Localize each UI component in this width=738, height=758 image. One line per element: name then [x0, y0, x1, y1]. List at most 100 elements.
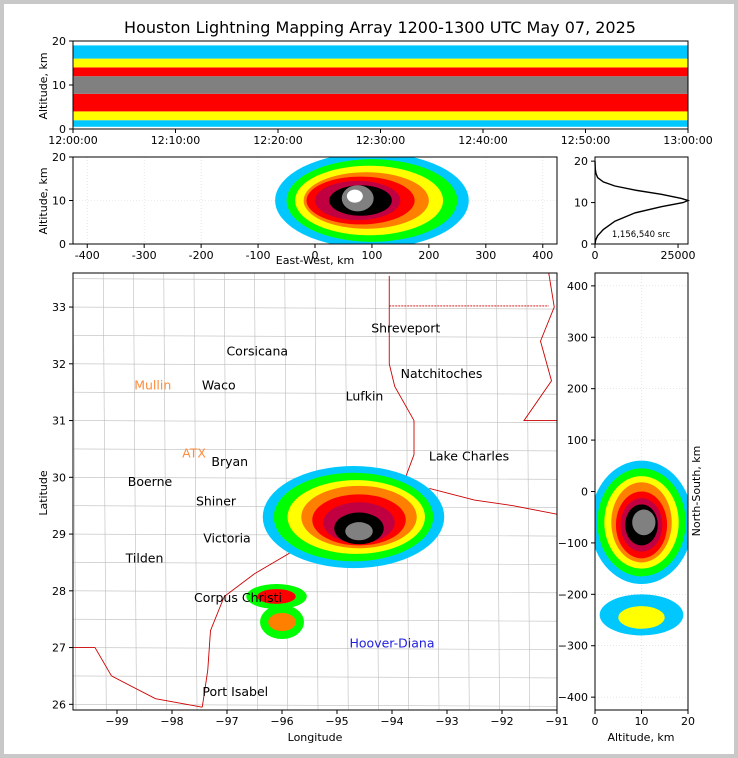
- plan-view-frame: [72, 272, 558, 711]
- histogram-line: [594, 161, 691, 245]
- north-south-y-ticklabel-4: 0: [581, 486, 588, 499]
- county-line-v: [133, 273, 137, 710]
- north-south-x-ticklabel-2: 20: [681, 715, 695, 728]
- plan-view-x-ticklabel-4: −95: [325, 715, 348, 728]
- city-label-tilden: Tilden: [125, 550, 164, 565]
- altitude-time-band-2: [73, 93, 688, 112]
- city-label-corpus-christi: Corpus Christi: [194, 590, 282, 605]
- east-west-y-ticklabel-2: 20: [52, 151, 66, 164]
- county-line-h: [73, 363, 557, 367]
- altitude-time-band-5: [73, 58, 688, 68]
- source-count-label: 1,156,540 src: [612, 230, 671, 240]
- city-label-bryan: Bryan: [211, 454, 248, 469]
- city-label-waco: Waco: [202, 377, 236, 392]
- county-line-h: [73, 420, 557, 423]
- plan-view-x-ticklabel-2: −97: [215, 715, 238, 728]
- east-west-ylabel: Altitude, km: [37, 167, 50, 234]
- altitude-time-x-ticklabel-6: 13:00:00: [663, 134, 712, 147]
- city-label-victoria: Victoria: [203, 531, 250, 546]
- plan-view-x-ticklabel-7: −92: [490, 715, 513, 728]
- plan-view-plot-area: Shreveport Corsicana Natchitoches Mullin Wac…: [73, 273, 557, 710]
- county-line-v: [254, 273, 258, 710]
- plan-view-density-cell-7: [345, 522, 373, 541]
- histogram-y-ticklabel-1: 10: [574, 197, 588, 210]
- north-south-xlabel: Altitude, km: [607, 731, 674, 744]
- city-label-boerne: Boerne: [128, 474, 173, 489]
- county-line-h: [73, 335, 557, 338]
- north-south-density-cell-7: [632, 509, 656, 536]
- histogram-y-ticklabel-2: 20: [574, 155, 588, 168]
- county-line-h: [73, 306, 557, 310]
- us-mexico-border: [73, 647, 203, 708]
- county-line-v: [102, 273, 107, 710]
- lma-figure: Houston Lightning Mapping Array 1200-130…: [37, 18, 713, 744]
- altitude-time-x-ticklabel-4: 12:40:00: [458, 134, 507, 147]
- north-south-y-ticklabel-5: 100: [567, 434, 588, 447]
- plan-view-y-ticklabel-6: 32: [52, 358, 66, 371]
- altitude-time-band-4: [73, 67, 688, 77]
- plan-view-x-ticklabel-5: −94: [380, 715, 403, 728]
- north-south-panel: 0 10 20 −400 −300 −200 −100 0 100 200 300 400: [558, 272, 695, 728]
- county-line-v: [465, 273, 470, 710]
- city-label-shreveport: Shreveport: [371, 321, 440, 336]
- county-line-v: [435, 273, 440, 710]
- la-ms-border: [523, 273, 557, 422]
- altitude-time-band-1: [73, 111, 688, 121]
- altitude-time-band-6: [73, 45, 688, 59]
- county-line-h: [73, 590, 557, 594]
- altitude-time-plot-area: [73, 45, 688, 127]
- altitude-time-y-ticklabel-2: 20: [52, 35, 66, 48]
- histogram-y-ticklabel-0: 0: [581, 238, 588, 251]
- east-west-x-ticklabel-2: -200: [189, 249, 214, 262]
- county-line-h: [73, 278, 557, 281]
- plan-view-x-ticklabel-3: −96: [270, 715, 293, 728]
- plan-view-y-ticklabel-2: 28: [52, 585, 66, 598]
- plan-view-xlabel: Longitude: [288, 731, 343, 744]
- histogram-x-ticklabel-1: 25000: [661, 249, 696, 262]
- county-line-v: [526, 273, 531, 710]
- east-west-x-ticklabel-4: 0: [312, 249, 319, 262]
- east-west-x-ticklabel-8: 400: [532, 249, 553, 262]
- plan-view-x-ticklabel-8: −91: [545, 715, 568, 728]
- north-south-ylabel: North-South, km: [690, 446, 703, 537]
- city-label-shiner: Shiner: [196, 494, 237, 509]
- county-line-v: [163, 273, 168, 710]
- city-label-natchitoches: Natchitoches: [401, 366, 483, 381]
- county-line-h: [73, 675, 557, 679]
- histogram-frame: [594, 156, 689, 245]
- plan-view-x-ticklabel-6: −93: [435, 715, 458, 728]
- altitude-time-y-ticklabel-0: 0: [59, 123, 66, 136]
- north-south-y-ticklabel-6: 200: [567, 383, 588, 396]
- altitude-time-band-0: [73, 120, 688, 127]
- tx-la-border: [388, 275, 415, 492]
- north-south-plot-area: [595, 460, 688, 636]
- plan-view-density-cell-9: [257, 589, 296, 604]
- county-line-v: [496, 273, 500, 710]
- plan-view-density-cell-11: [268, 612, 296, 632]
- city-label-lufkin: Lufkin: [346, 389, 384, 404]
- altitude-time-x-ticklabel-3: 12:30:00: [356, 134, 405, 147]
- east-west-x-ticklabel-1: -300: [132, 249, 157, 262]
- altitude-time-x-ticklabel-0: 12:00:00: [48, 134, 97, 147]
- city-label-lake-charles: Lake Charles: [429, 448, 509, 463]
- county-line-h: [73, 448, 557, 452]
- east-west-x-ticklabel-5: 100: [361, 249, 382, 262]
- north-south-y-ticklabel-7: 300: [567, 331, 588, 344]
- altitude-time-y-ticklabel-1: 10: [52, 79, 66, 92]
- figure-title: Houston Lightning Mapping Array 1200-130…: [124, 18, 636, 37]
- east-west-x-ticklabel-0: -400: [75, 249, 100, 262]
- plan-view-ylabel: Latitude: [37, 470, 50, 516]
- east-west-x-ticklabel-7: 300: [475, 249, 496, 262]
- city-label-corsicana: Corsicana: [226, 343, 288, 358]
- north-south-y-ticklabel-2: −200: [558, 588, 588, 601]
- north-south-density-cell-9: [618, 606, 665, 629]
- north-south-x-ticklabel-1: 10: [635, 715, 649, 728]
- north-south-y-ticklabel-8: 400: [567, 280, 588, 293]
- east-west-plot-area: [275, 157, 469, 244]
- east-west-x-ticklabel-3: -100: [246, 249, 271, 262]
- city-label-atx: ATX: [182, 445, 206, 460]
- plan-view-y-ticklabel-5: 31: [52, 415, 66, 428]
- east-west-xlabel: East-West, km: [276, 254, 354, 267]
- altitude-time-x-ticklabel-1: 12:10:00: [151, 134, 200, 147]
- city-label-port-isabel: Port Isabel: [202, 684, 268, 699]
